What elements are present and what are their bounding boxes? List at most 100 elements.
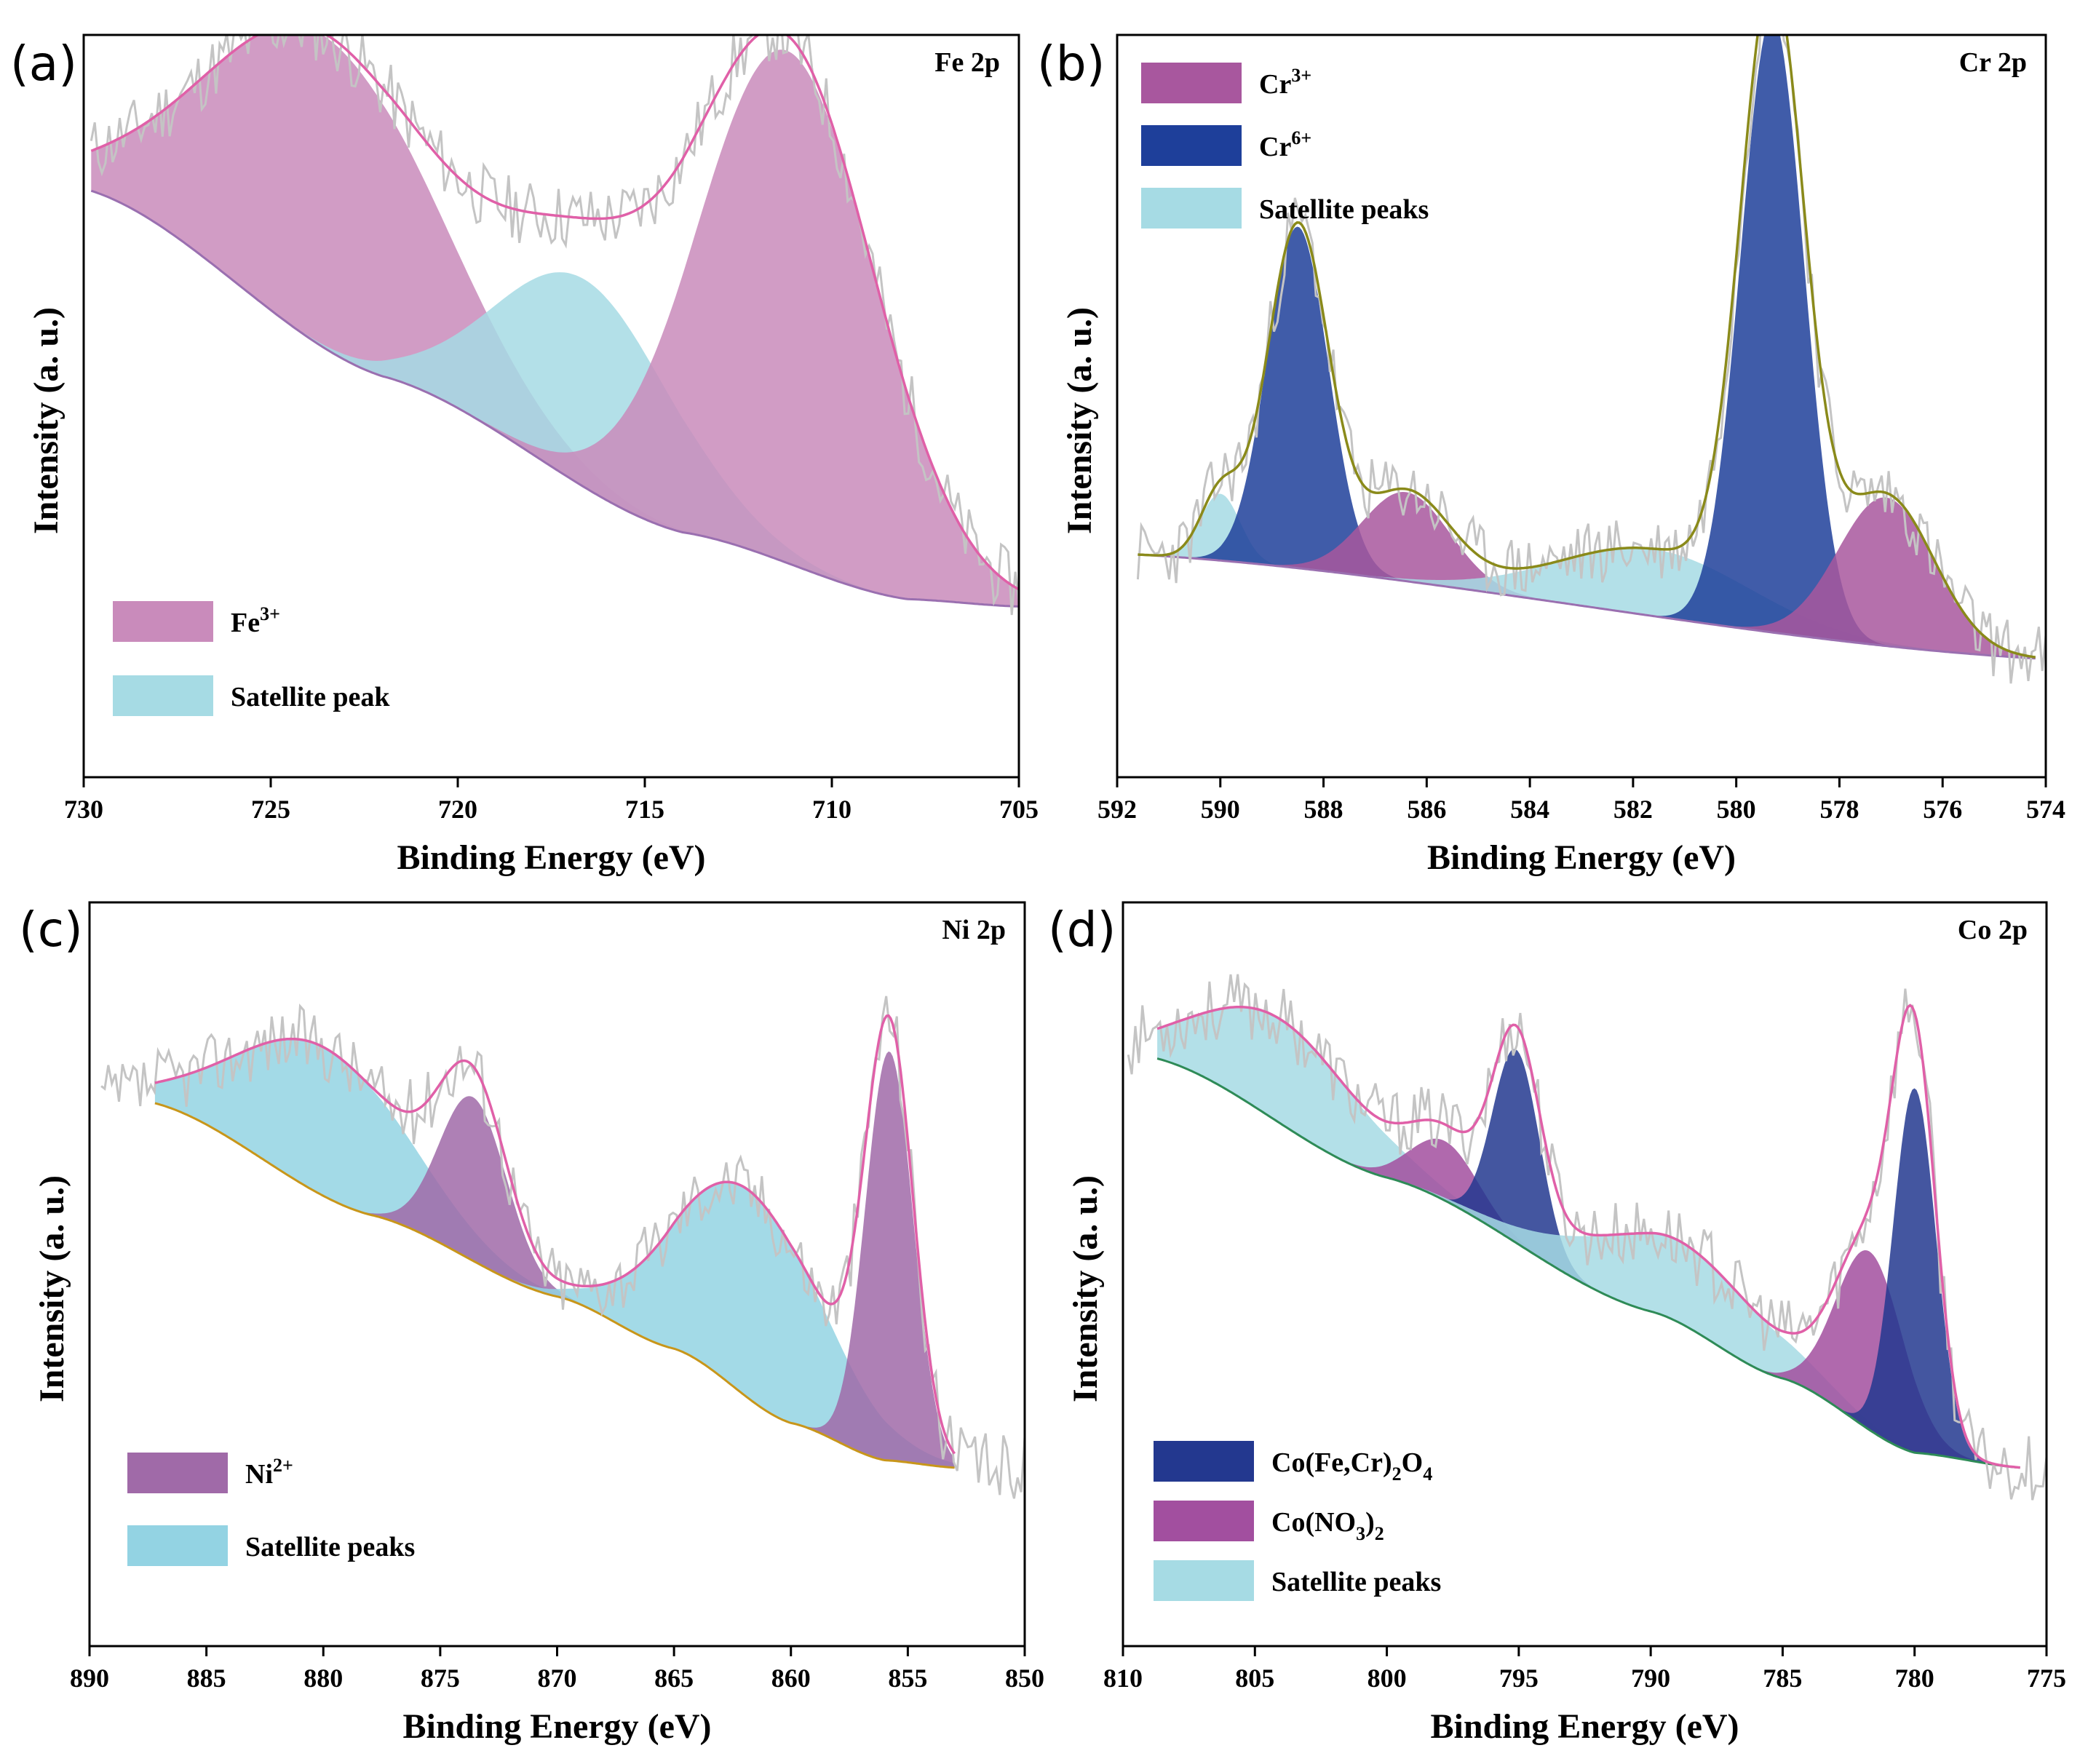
xtick-label-a-3: 715: [625, 795, 664, 824]
peak-a-0: [91, 35, 1019, 607]
x-axis-label-b: Binding Energy (eV): [1427, 838, 1736, 877]
legend-swatch-c-0: [127, 1453, 228, 1493]
legend-label-b-1: Cr6+: [1259, 127, 1311, 162]
legend-label-a-1: Satellite peak: [231, 682, 390, 712]
xtick-label-d-6: 780: [1895, 1664, 1934, 1693]
panel-label-c: (c): [19, 902, 83, 958]
x-axis-label-a: Binding Energy (eV): [397, 838, 705, 877]
panel-title-b: Cr 2p: [1959, 47, 2027, 78]
peak-a-1: [91, 191, 1019, 607]
xtick-label-c-5: 865: [654, 1664, 694, 1693]
legend-label-b-0: Cr3+: [1259, 65, 1311, 100]
legend-label-b-2: Satellite peaks: [1259, 194, 1429, 225]
xtick-label-a-4: 710: [812, 795, 852, 824]
y-axis-label-d: Intensity (a. u.): [1066, 1175, 1105, 1402]
xtick-label-b-1: 590: [1201, 795, 1240, 824]
xtick-label-b-5: 582: [1613, 795, 1653, 824]
xtick-label-d-4: 790: [1631, 1664, 1670, 1693]
envelope-c: [154, 1014, 956, 1455]
xtick-label-a-0: 730: [64, 795, 103, 824]
xtick-label-d-5: 785: [1763, 1664, 1802, 1693]
xtick-label-b-8: 576: [1923, 795, 1962, 824]
legend-label-c-0: Ni2+: [245, 1455, 293, 1490]
plot-area-a: [90, 35, 1019, 616]
xtick-label-b-9: 574: [2026, 795, 2065, 824]
peak-c-0: [154, 1038, 955, 1468]
axes-frame-d: [1122, 901, 2048, 1648]
raw-data-a: [90, 35, 1019, 616]
baseline-b: [1138, 553, 2036, 660]
xtick-label-c-2: 880: [303, 1664, 343, 1693]
xtick-label-c-3: 875: [421, 1664, 460, 1693]
xtick-label-b-0: 592: [1097, 795, 1137, 824]
legend-label-d-1: Co(NO3)2: [1271, 1507, 1384, 1544]
peak-b-2: [1138, 492, 2036, 659]
xtick-label-a-1: 725: [251, 795, 290, 824]
xtick-label-b-7: 578: [1819, 795, 1859, 824]
plot-area-d: [1127, 974, 2047, 1501]
baseline-c: [154, 1102, 955, 1469]
raw-data-d: [1127, 974, 2047, 1501]
xtick-label-c-6: 860: [771, 1664, 811, 1693]
legend-swatch-d-1: [1154, 1501, 1254, 1541]
peak-d-0: [1157, 1006, 2020, 1468]
xtick-label-c-7: 855: [888, 1664, 927, 1693]
xtick-label-b-4: 584: [1510, 795, 1549, 824]
xtick-label-d-7: 775: [2027, 1664, 2066, 1693]
xtick-label-d-2: 800: [1367, 1664, 1407, 1693]
peak-a-2: [91, 49, 1019, 607]
envelope-a: [90, 35, 1019, 591]
y-axis-label-a: Intensity (a. u.): [27, 307, 66, 534]
baseline-d: [1156, 1057, 2020, 1469]
panel-label-b: (b): [1037, 36, 1105, 92]
legend-swatch-a-0: [113, 601, 213, 642]
panel-title-d: Co 2p: [1958, 915, 2028, 945]
xtick-label-d-3: 795: [1499, 1664, 1539, 1693]
peak-c-2: [154, 1102, 955, 1468]
panel-d: 810 805 800 795 790 785 780 775 Binding Energy (…: [1048, 901, 2066, 1746]
legend-swatch-b-1: [1141, 125, 1242, 166]
baseline-a: [90, 189, 1019, 608]
legend-swatch-a-1: [113, 675, 213, 716]
legend-swatch-d-0: [1154, 1441, 1254, 1482]
legend-c: Ni2+ Satellite peaks: [127, 1453, 415, 1566]
panel-c: 890 885 880 875 870 865 860 855 850 Binding Energ…: [19, 901, 1044, 1746]
panel-label-d: (d): [1048, 902, 1116, 958]
xtick-label-a-5: 705: [999, 795, 1039, 824]
legend-swatch-d-2: [1154, 1560, 1254, 1601]
panel-a: 730 725 720 715 710 705 Binding Energy (eV) Int…: [10, 33, 1039, 877]
legend-swatch-b-0: [1141, 63, 1242, 103]
xtick-label-b-3: 586: [1407, 795, 1446, 824]
xtick-label-c-8: 850: [1005, 1664, 1044, 1693]
plot-area-b: [1136, 35, 2046, 684]
peak-b-4: [1138, 35, 2036, 659]
panel-title-a: Fe 2p: [934, 47, 1000, 78]
peak-d-5: [1157, 1058, 2020, 1468]
panel-title-c: Ni 2p: [942, 915, 1006, 945]
legend-label-a-0: Fe3+: [231, 603, 280, 638]
peak-c-3: [154, 1051, 955, 1468]
peak-b-0: [1138, 493, 2036, 659]
xtick-label-c-1: 885: [187, 1664, 226, 1693]
legend-swatch-b-2: [1141, 188, 1242, 229]
axes-frame-a: [82, 33, 1020, 779]
xtick-label-c-4: 870: [538, 1664, 577, 1693]
x-axis-label-d: Binding Energy (eV): [1430, 1707, 1739, 1746]
xtick-label-b-2: 588: [1304, 795, 1343, 824]
xtick-label-b-6: 580: [1717, 795, 1756, 824]
legend-label-d-2: Satellite peaks: [1271, 1567, 1441, 1597]
envelope-d: [1156, 1004, 2020, 1469]
legend-a: Fe3+ Satellite peak: [113, 601, 390, 716]
peak-d-4: [1157, 1058, 2020, 1468]
xtick-label-a-2: 720: [438, 795, 477, 824]
legend-label-c-1: Satellite peaks: [245, 1532, 415, 1562]
xtick-label-d-1: 805: [1235, 1664, 1274, 1693]
axes-frame-b: [1116, 33, 2047, 779]
peak-b-5: [1138, 497, 2036, 659]
y-axis-label-b: Intensity (a. u.): [1060, 307, 1099, 534]
panel-label-a: (a): [10, 36, 77, 92]
legend-d: Co(Fe,Cr)2O4 Co(NO3)2 Satellite peaks: [1154, 1441, 1441, 1601]
x-axis-label-c: Binding Energy (eV): [402, 1707, 711, 1746]
legend-b: Cr3+ Cr6+ Satellite peaks: [1141, 63, 1429, 229]
